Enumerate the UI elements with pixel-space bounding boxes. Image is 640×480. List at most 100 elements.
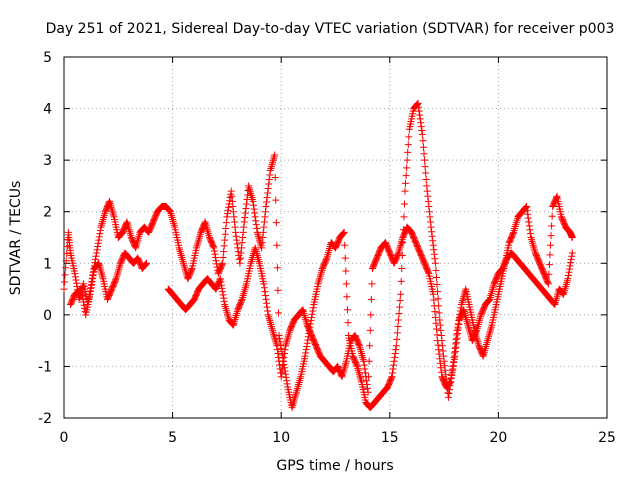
data-point xyxy=(342,267,350,275)
data-point xyxy=(452,335,460,343)
data-point xyxy=(247,192,255,200)
data-point xyxy=(432,325,440,333)
data-point xyxy=(266,166,274,174)
data-point xyxy=(472,328,480,336)
data-point xyxy=(282,373,290,381)
data-point xyxy=(448,368,456,376)
data-point xyxy=(60,285,68,293)
data-point xyxy=(270,330,278,338)
data-point xyxy=(358,351,366,359)
data-point xyxy=(89,274,97,282)
data-point xyxy=(315,278,323,286)
data-point xyxy=(453,339,461,347)
data-point xyxy=(465,325,473,333)
data-point xyxy=(414,99,422,107)
data-point xyxy=(97,269,105,277)
data-point xyxy=(418,130,426,138)
data-point xyxy=(529,241,537,249)
data-point xyxy=(437,364,445,372)
data-point xyxy=(482,342,490,350)
data-point xyxy=(279,361,287,369)
data-point xyxy=(134,234,142,242)
data-point xyxy=(437,331,445,339)
data-point xyxy=(482,341,490,349)
data-point xyxy=(254,232,262,240)
data-point xyxy=(484,337,492,345)
data-point xyxy=(273,264,281,272)
data-point xyxy=(356,372,364,380)
data-point xyxy=(277,341,285,349)
data-point xyxy=(295,379,303,387)
data-point xyxy=(396,297,404,305)
data-point xyxy=(77,285,85,293)
data-point xyxy=(446,379,454,387)
data-point xyxy=(236,254,244,262)
data-point xyxy=(266,317,274,325)
data-point xyxy=(458,299,466,307)
data-point xyxy=(259,228,267,236)
data-point xyxy=(229,321,237,329)
data-point xyxy=(394,250,402,258)
data-point xyxy=(449,362,457,370)
data-point xyxy=(259,234,267,241)
data-point xyxy=(218,284,226,292)
data-point xyxy=(264,311,272,319)
data-point xyxy=(265,175,273,183)
data-point xyxy=(553,293,561,301)
data-point xyxy=(195,236,203,244)
x-tick-label: 10 xyxy=(272,430,290,446)
data-point xyxy=(254,255,262,263)
data-point xyxy=(108,207,116,215)
data-point xyxy=(365,357,373,365)
data-point xyxy=(221,301,229,309)
data-point xyxy=(267,322,275,330)
data-point xyxy=(251,209,259,217)
data-point xyxy=(261,288,269,296)
data-point xyxy=(71,270,79,278)
data-point xyxy=(282,370,290,378)
data-point xyxy=(441,366,449,374)
data-point xyxy=(94,239,102,247)
data-point xyxy=(242,204,250,212)
data-point xyxy=(317,270,325,278)
data-point xyxy=(459,297,467,305)
data-point xyxy=(476,315,484,323)
data-point xyxy=(563,277,571,285)
data-point xyxy=(78,292,86,300)
data-point xyxy=(283,377,291,385)
data-point xyxy=(269,157,277,165)
data-point xyxy=(485,333,493,341)
data-point xyxy=(562,282,570,290)
data-point xyxy=(229,208,237,216)
data-point xyxy=(272,338,280,346)
data-point xyxy=(209,243,217,251)
data-point xyxy=(419,143,427,151)
data-point xyxy=(196,232,204,240)
data-point xyxy=(177,252,185,260)
data-point xyxy=(178,253,186,261)
data-point xyxy=(463,317,471,325)
plot-frame xyxy=(63,56,608,419)
data-point xyxy=(231,218,239,226)
data-point xyxy=(269,159,277,167)
data-point xyxy=(100,214,108,222)
data-point xyxy=(390,361,398,369)
data-point xyxy=(96,230,104,238)
data-point xyxy=(416,115,424,123)
data-point xyxy=(523,203,531,211)
data-point xyxy=(220,297,228,305)
data-point xyxy=(368,280,376,288)
data-point xyxy=(509,230,517,238)
data-point xyxy=(568,249,576,257)
data-point xyxy=(61,278,69,286)
data-point xyxy=(227,187,235,195)
data-point xyxy=(449,365,457,373)
data-point xyxy=(564,275,572,283)
data-point xyxy=(280,350,288,358)
data-point xyxy=(181,263,189,271)
data-point xyxy=(240,223,248,231)
data-point xyxy=(142,260,150,268)
data-point xyxy=(418,126,426,134)
data-point xyxy=(204,230,212,238)
data-point xyxy=(277,344,285,352)
